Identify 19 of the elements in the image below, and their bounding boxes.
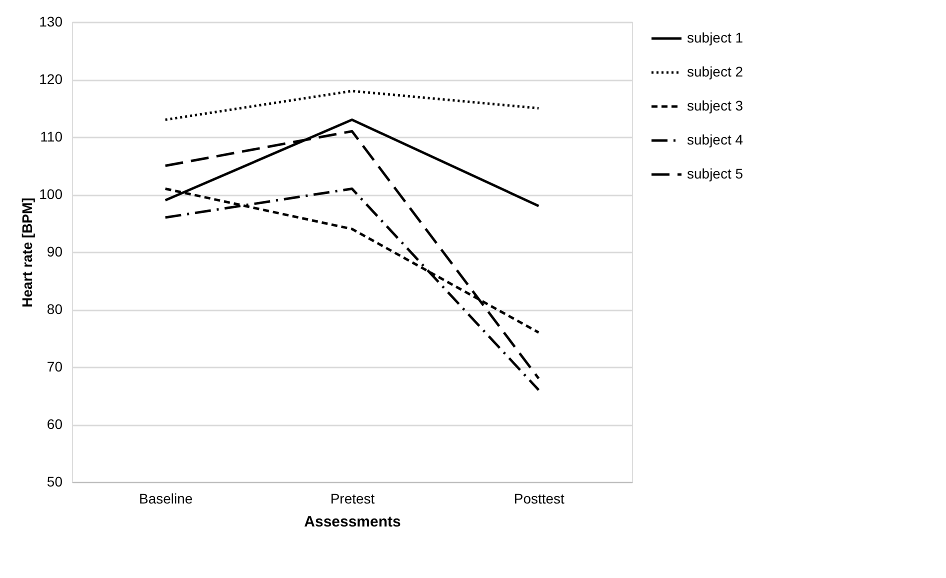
y-tick-label: 90 [46,244,63,260]
y-tick-label: 100 [39,186,63,202]
y-tick-label: 80 [46,301,63,317]
x-tick-label: Pretest [330,490,375,506]
y-tick-label: 120 [39,71,63,87]
y-tick-label: 130 [39,14,63,30]
y-tick-label: 60 [46,416,63,432]
legend-label: subject 2 [687,64,744,80]
y-axis-title: Heart rate [BPM] [19,198,36,308]
y-tick-label: 110 [40,128,63,144]
x-tick-label: Baseline [138,490,193,506]
x-axis-title: Assessments [304,514,401,530]
y-tick-label: 70 [46,358,63,374]
legend-label: subject 1 [687,30,744,46]
y-tick-label: 50 [46,474,63,490]
legend-label: subject 3 [687,98,744,114]
legend-label: subject 4 [687,132,744,148]
x-tick-label: Posttest [514,490,565,506]
legend-label: subject 5 [687,166,744,182]
